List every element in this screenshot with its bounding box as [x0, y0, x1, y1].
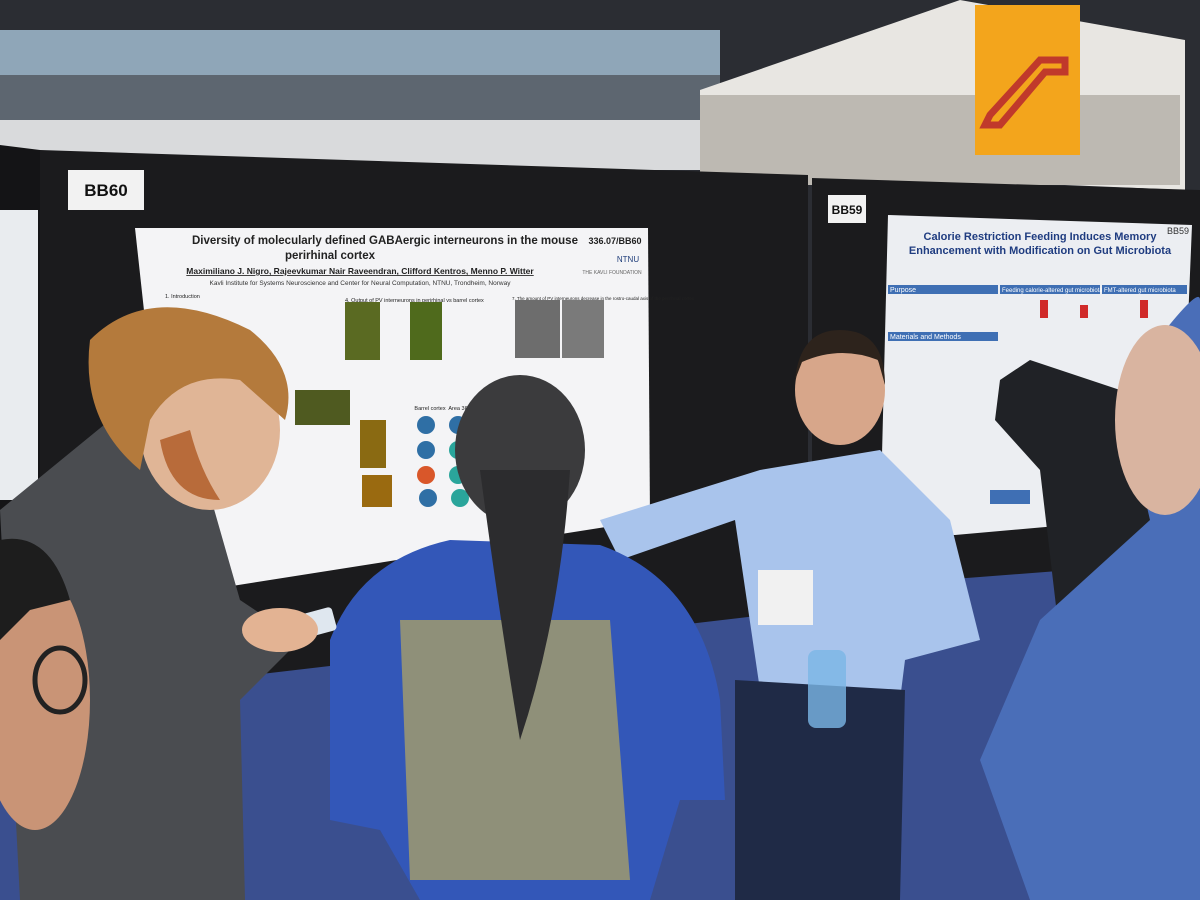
section-heading: Materials and Methods [890, 334, 961, 341]
pie [417, 466, 435, 484]
pie [419, 489, 437, 507]
poster-title: Diversity of molecularly defined GABAerg… [192, 235, 578, 247]
section-heading: 4. Output of PV interneurons in perirhin… [345, 298, 484, 304]
micrograph [360, 420, 386, 468]
section-heading: Feeding calorie-altered gut microbiota [1002, 288, 1103, 294]
hands [242, 608, 318, 652]
head [1115, 325, 1200, 515]
brick-wall [700, 95, 1180, 185]
chart-figure [990, 490, 1030, 504]
poster-title: perirhinal cortex [285, 250, 376, 262]
person-foreground-left [0, 538, 90, 830]
sign-card [68, 170, 144, 210]
poster-title: Calorie Restriction Feeding Induces Memo… [924, 231, 1158, 243]
pie [451, 489, 469, 507]
panel-label: Barrel cortex [414, 406, 445, 412]
jeans [735, 680, 905, 900]
section-heading: 7. The amount of PV interneurons decreas… [512, 296, 695, 301]
sign-label: BB59 [832, 203, 863, 217]
ponytail [480, 470, 570, 740]
section-bar [1000, 285, 1100, 294]
pie [417, 416, 435, 434]
person-woman [330, 375, 725, 900]
poster-authors: Maximiliano J. Nigro, Rajeevkumar Nair R… [186, 266, 534, 276]
hair [0, 538, 70, 640]
badge [758, 570, 813, 625]
logo-text: NTNU [617, 255, 639, 264]
micrograph [362, 475, 392, 507]
section-heading: FMT-altered gut microbiota [1104, 288, 1176, 294]
sign-label: BB60 [84, 181, 127, 200]
backpack [400, 620, 630, 880]
section-bar [888, 285, 998, 294]
hair [795, 330, 885, 385]
section-heading: Purpose [890, 287, 916, 294]
pie [417, 441, 435, 459]
micrograph [410, 302, 442, 360]
chart-figure [1080, 305, 1088, 318]
head [795, 335, 885, 445]
sign-card [828, 195, 866, 223]
chart-figure [1140, 300, 1148, 318]
micrograph [562, 300, 604, 358]
section-heading: 1. Introduction [165, 294, 200, 300]
poster-title: Enhancement with Modification on Gut Mic… [909, 245, 1172, 257]
escalator-icon [979, 56, 1069, 129]
head [0, 570, 90, 830]
upper-wall [0, 75, 720, 125]
water-bottle [808, 650, 846, 728]
hair [88, 307, 289, 470]
panel-label: Area 36 [448, 406, 467, 412]
logo-text: THE KAVLI FOUNDATION [582, 270, 642, 276]
poster-id: 336.07/BB60 [588, 236, 641, 246]
beard [160, 430, 220, 500]
person-presenter [600, 330, 980, 900]
micrograph [345, 302, 380, 360]
person-right [980, 296, 1200, 900]
poster-affiliation: Kavli Institute for Systems Neuroscience… [210, 280, 512, 287]
glasses [32, 645, 88, 715]
escalator-sign [975, 5, 1080, 155]
micrograph [295, 390, 350, 425]
section-bar [1102, 285, 1187, 294]
poster-far-left [0, 210, 38, 500]
poster-id: BB59 [1167, 226, 1189, 236]
micrograph [515, 300, 560, 358]
chart-figure [1040, 300, 1048, 318]
section-bar [888, 332, 998, 341]
